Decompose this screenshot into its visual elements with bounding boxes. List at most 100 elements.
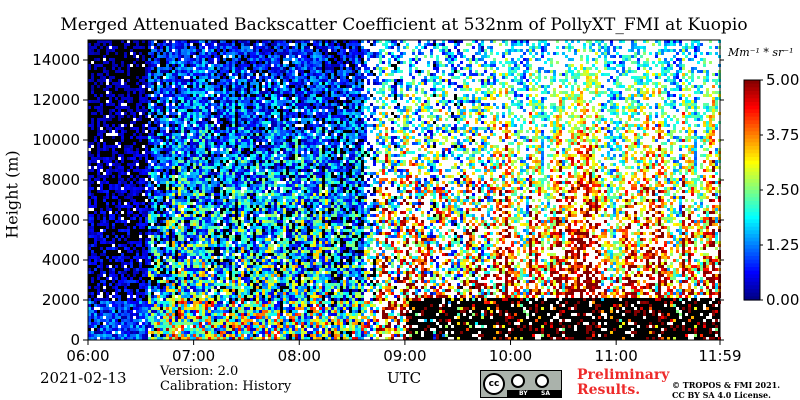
heatmap-cell	[253, 136, 256, 139]
heatmap-cell	[226, 289, 229, 292]
heatmap-cell	[214, 214, 217, 217]
heatmap-cell	[181, 334, 184, 337]
heatmap-cell	[172, 274, 175, 277]
heatmap-cell	[109, 133, 112, 136]
heatmap-cell	[193, 160, 196, 163]
heatmap-cell	[145, 154, 148, 157]
heatmap-cell	[169, 181, 172, 184]
heatmap-cell	[208, 217, 211, 220]
heatmap-cell	[271, 94, 274, 97]
heatmap-cell	[217, 43, 220, 46]
heatmap-cell	[211, 148, 214, 151]
heatmap-cell	[211, 157, 214, 160]
heatmap-cell	[163, 280, 166, 283]
heatmap-cell	[151, 223, 154, 226]
heatmap-cell	[265, 301, 268, 304]
heatmap-cell	[91, 160, 94, 163]
heatmap-cell	[103, 283, 106, 286]
heatmap-cell	[103, 121, 106, 124]
heatmap-cell	[142, 247, 145, 250]
heatmap-cell	[145, 115, 148, 118]
heatmap-cell	[241, 226, 244, 229]
heatmap-cell	[241, 124, 244, 127]
heatmap-cell	[268, 271, 271, 274]
heatmap-cell	[187, 73, 190, 76]
heatmap-cell	[88, 145, 91, 148]
heatmap-cell	[265, 280, 268, 283]
heatmap-cell	[181, 295, 184, 298]
heatmap-cell	[241, 256, 244, 259]
heatmap-cell	[163, 178, 166, 181]
heatmap-cell	[178, 157, 181, 160]
heatmap-cell	[277, 172, 280, 175]
heatmap-cell	[229, 295, 232, 298]
heatmap-cell	[175, 295, 178, 298]
heatmap-cell	[124, 88, 127, 91]
heatmap-cell	[160, 133, 163, 136]
heatmap-cell	[169, 277, 172, 280]
heatmap-cell	[253, 61, 256, 64]
heatmap-cell	[160, 118, 163, 121]
heatmap-cell	[181, 328, 184, 331]
heatmap-cell	[211, 187, 214, 190]
heatmap-cell	[238, 103, 241, 106]
heatmap-cell	[142, 193, 145, 196]
heatmap-cell	[277, 289, 280, 292]
heatmap-cell	[205, 307, 208, 310]
heatmap-cell	[130, 337, 133, 340]
heatmap-cell	[220, 172, 223, 175]
heatmap-cell	[139, 316, 142, 319]
heatmap-cell	[214, 268, 217, 271]
heatmap-cell	[241, 274, 244, 277]
heatmap-cell	[172, 337, 175, 340]
heatmap-cell	[259, 157, 262, 160]
heatmap-cell	[211, 286, 214, 289]
heatmap-cell	[124, 196, 127, 199]
heatmap-cell	[196, 190, 199, 193]
heatmap-cell	[214, 136, 217, 139]
heatmap-cell	[193, 178, 196, 181]
heatmap-cell	[265, 145, 268, 148]
heatmap-cell	[268, 238, 271, 241]
heatmap-cell	[172, 250, 175, 253]
heatmap-cell	[268, 280, 271, 283]
heatmap-cell	[202, 241, 205, 244]
heatmap-cell	[178, 175, 181, 178]
heatmap-cell	[172, 196, 175, 199]
heatmap-cell	[160, 301, 163, 304]
heatmap-cell	[196, 40, 199, 43]
heatmap-cell	[229, 199, 232, 202]
heatmap-cell	[259, 184, 262, 187]
heatmap-cell	[157, 247, 160, 250]
heatmap-cell	[148, 40, 151, 43]
heatmap-cell	[184, 259, 187, 262]
heatmap-cell	[196, 277, 199, 280]
heatmap-cell	[145, 307, 148, 310]
heatmap-cell	[262, 268, 265, 271]
heatmap-cell	[271, 280, 274, 283]
heatmap-cell	[91, 214, 94, 217]
heatmap-cell	[172, 286, 175, 289]
heatmap-cell	[256, 172, 259, 175]
heatmap-cell	[253, 166, 256, 169]
heatmap-cell	[130, 325, 133, 328]
heatmap-cell	[208, 223, 211, 226]
heatmap-cell	[145, 217, 148, 220]
heatmap-cell	[223, 109, 226, 112]
heatmap-cell	[157, 151, 160, 154]
heatmap-cell	[160, 196, 163, 199]
heatmap-cell	[232, 334, 235, 337]
heatmap-cell	[172, 91, 175, 94]
heatmap-cell	[262, 226, 265, 229]
heatmap-cell	[205, 226, 208, 229]
heatmap-cell	[151, 238, 154, 241]
heatmap-cell	[181, 169, 184, 172]
heatmap-cell	[262, 313, 265, 316]
heatmap-cell	[166, 232, 169, 235]
heatmap-cell	[154, 145, 157, 148]
heatmap-cell	[217, 97, 220, 100]
heatmap-cell	[223, 148, 226, 151]
heatmap-cell	[184, 85, 187, 88]
heatmap-cell	[226, 67, 229, 70]
heatmap-cell	[97, 235, 100, 238]
